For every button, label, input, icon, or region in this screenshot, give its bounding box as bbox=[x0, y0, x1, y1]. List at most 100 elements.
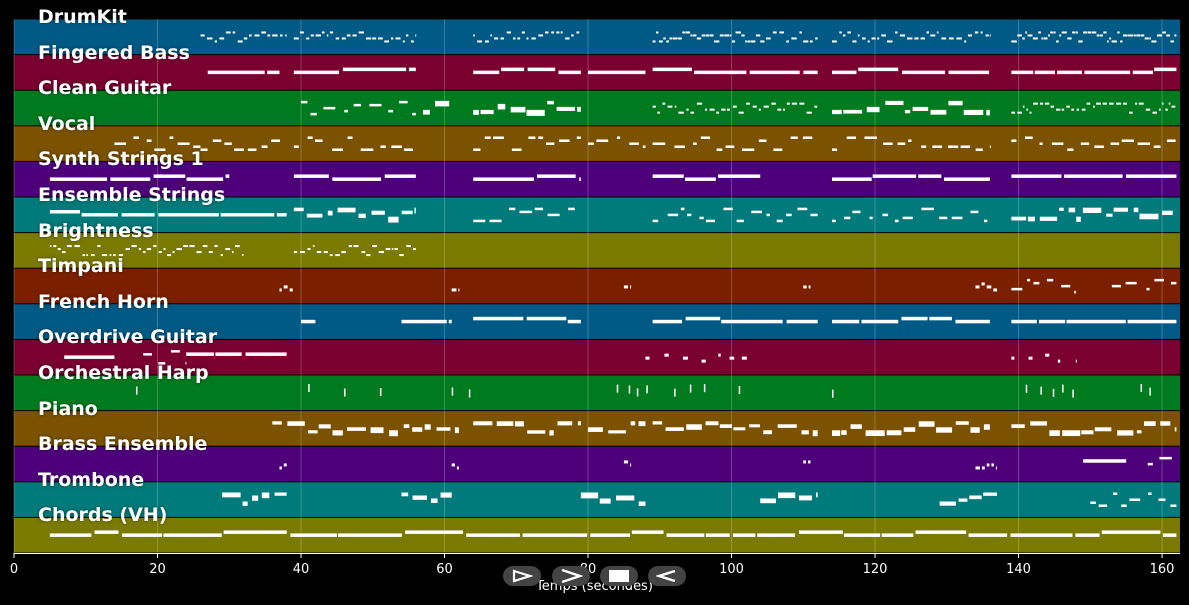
note bbox=[347, 136, 353, 139]
note bbox=[1075, 359, 1077, 363]
note bbox=[222, 492, 241, 498]
note bbox=[307, 248, 311, 251]
note bbox=[955, 319, 990, 324]
note bbox=[803, 460, 807, 464]
note bbox=[1138, 102, 1144, 105]
play-button[interactable] bbox=[503, 566, 541, 586]
note bbox=[1011, 70, 1034, 75]
note bbox=[1029, 111, 1032, 114]
note bbox=[1062, 384, 1064, 393]
note bbox=[1010, 533, 1073, 537]
note bbox=[666, 533, 705, 537]
note bbox=[571, 34, 574, 37]
note bbox=[975, 466, 980, 470]
note bbox=[384, 174, 416, 178]
track-label: Timpani bbox=[38, 255, 124, 278]
note bbox=[862, 37, 866, 40]
note bbox=[939, 216, 948, 220]
note bbox=[283, 285, 288, 289]
note bbox=[521, 31, 525, 34]
note bbox=[1109, 102, 1114, 105]
note bbox=[267, 70, 280, 75]
note bbox=[1027, 34, 1033, 37]
note bbox=[372, 245, 378, 248]
note bbox=[332, 148, 343, 151]
note bbox=[783, 108, 785, 111]
note bbox=[596, 139, 609, 142]
note bbox=[1046, 278, 1054, 282]
note bbox=[135, 386, 138, 395]
note bbox=[307, 136, 313, 139]
note bbox=[534, 207, 544, 211]
note bbox=[1159, 108, 1161, 111]
note bbox=[980, 31, 983, 34]
note bbox=[690, 34, 693, 37]
note bbox=[985, 34, 989, 37]
note bbox=[1033, 281, 1040, 285]
note bbox=[360, 148, 374, 151]
note bbox=[1153, 145, 1161, 148]
note bbox=[705, 34, 710, 37]
note bbox=[138, 248, 142, 251]
note bbox=[293, 207, 304, 212]
note bbox=[131, 245, 137, 248]
note bbox=[109, 254, 112, 257]
track-label: Overdrive Guitar bbox=[38, 326, 218, 349]
note bbox=[599, 498, 611, 504]
note bbox=[850, 424, 862, 429]
note bbox=[930, 109, 947, 115]
x-tick-label: 140 bbox=[1006, 562, 1031, 577]
note bbox=[293, 174, 329, 178]
note bbox=[1129, 111, 1133, 114]
note bbox=[49, 177, 108, 181]
note bbox=[1147, 462, 1153, 466]
note bbox=[1056, 108, 1061, 111]
note bbox=[839, 31, 842, 34]
note bbox=[1053, 31, 1056, 34]
note bbox=[846, 136, 857, 139]
note bbox=[777, 424, 797, 428]
note bbox=[287, 421, 305, 426]
note bbox=[1043, 37, 1048, 40]
track-band bbox=[14, 268, 1180, 304]
note bbox=[538, 136, 544, 139]
note bbox=[1109, 37, 1112, 40]
note bbox=[1038, 319, 1066, 324]
note bbox=[750, 40, 756, 43]
rewind-button[interactable] bbox=[648, 566, 686, 586]
note bbox=[975, 285, 980, 289]
note bbox=[293, 145, 299, 148]
x-tick-label: 0 bbox=[10, 562, 18, 577]
note bbox=[177, 142, 190, 145]
note bbox=[948, 100, 963, 106]
note bbox=[335, 37, 340, 40]
note bbox=[1160, 421, 1171, 426]
note bbox=[508, 207, 516, 211]
note bbox=[1080, 142, 1090, 145]
note bbox=[758, 139, 767, 142]
note bbox=[306, 213, 323, 218]
note bbox=[1122, 34, 1128, 37]
note bbox=[568, 207, 575, 211]
note bbox=[719, 34, 724, 37]
stop-button[interactable] bbox=[600, 566, 638, 586]
x-tick-label: 40 bbox=[293, 562, 310, 577]
note bbox=[1061, 284, 1071, 288]
note bbox=[290, 533, 337, 537]
note bbox=[630, 285, 632, 289]
note bbox=[1067, 37, 1072, 40]
note bbox=[391, 248, 394, 251]
note bbox=[1076, 108, 1079, 111]
note bbox=[501, 67, 525, 72]
note bbox=[154, 148, 166, 151]
forward-button[interactable] bbox=[552, 566, 590, 586]
note bbox=[831, 40, 837, 43]
note bbox=[1135, 102, 1138, 105]
note bbox=[344, 388, 346, 397]
note bbox=[1081, 108, 1086, 111]
note bbox=[249, 34, 252, 37]
note bbox=[786, 213, 792, 217]
note bbox=[696, 102, 703, 105]
note bbox=[732, 533, 756, 537]
note bbox=[315, 34, 321, 37]
